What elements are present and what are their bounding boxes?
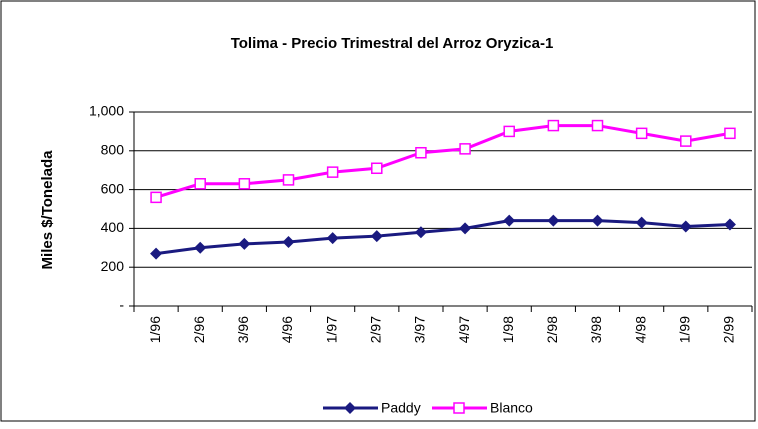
marker (282, 235, 295, 248)
x-tick-label: 4/98 (632, 316, 648, 343)
series-line (155, 124, 731, 199)
y-tick-label: 600 (101, 180, 125, 196)
x-tick-label: 4/97 (456, 316, 472, 343)
marker (723, 218, 736, 231)
marker (453, 402, 465, 414)
y-tick-label: 800 (101, 142, 125, 158)
y-tick-label: 1,000 (89, 103, 124, 119)
marker (238, 178, 251, 190)
y-axis-title: Miles $/Tonelada (39, 150, 56, 270)
marker (370, 230, 383, 243)
marker (371, 162, 383, 175)
legend-label: Paddy (381, 400, 421, 416)
marker (344, 402, 356, 414)
marker (282, 174, 295, 186)
marker (547, 119, 560, 132)
marker (503, 214, 516, 227)
series-line (155, 219, 730, 256)
marker (680, 135, 692, 147)
x-tick-label: 1/99 (676, 316, 692, 343)
marker (547, 214, 560, 227)
y-tick-label: 200 (101, 258, 125, 274)
y-tick-label: 400 (101, 219, 125, 235)
marker (503, 125, 515, 138)
legend-label: Blanco (490, 400, 533, 416)
x-tick-label: 3/96 (235, 316, 251, 343)
marker (459, 143, 471, 155)
marker (724, 127, 736, 140)
x-tick-label: 1/98 (500, 316, 516, 343)
marker (414, 226, 427, 239)
x-tick-label: 4/96 (279, 316, 295, 343)
x-tick-label: 2/97 (367, 316, 383, 343)
x-tick-label: 1/97 (323, 316, 339, 343)
x-tick-label: 3/98 (588, 316, 604, 343)
marker (326, 232, 339, 245)
marker (150, 191, 162, 204)
marker (150, 247, 163, 260)
marker (194, 241, 207, 254)
marker (635, 216, 648, 229)
marker (194, 178, 206, 190)
marker (591, 214, 604, 227)
x-tick-label: 3/97 (412, 316, 428, 343)
marker (635, 127, 648, 140)
x-tick-label: 2/96 (191, 316, 207, 343)
y-tick-label: - (119, 297, 124, 313)
marker (238, 237, 251, 250)
x-tick-label: 1/96 (147, 316, 163, 343)
marker (591, 119, 604, 132)
x-tick-label: 2/98 (544, 316, 560, 343)
marker (459, 222, 472, 235)
x-tick-label: 2/99 (721, 316, 737, 343)
marker (679, 220, 692, 233)
marker (326, 166, 339, 178)
chart-title: Tolima - Precio Trimestral del Arroz Ory… (231, 35, 554, 52)
marker (415, 146, 427, 159)
